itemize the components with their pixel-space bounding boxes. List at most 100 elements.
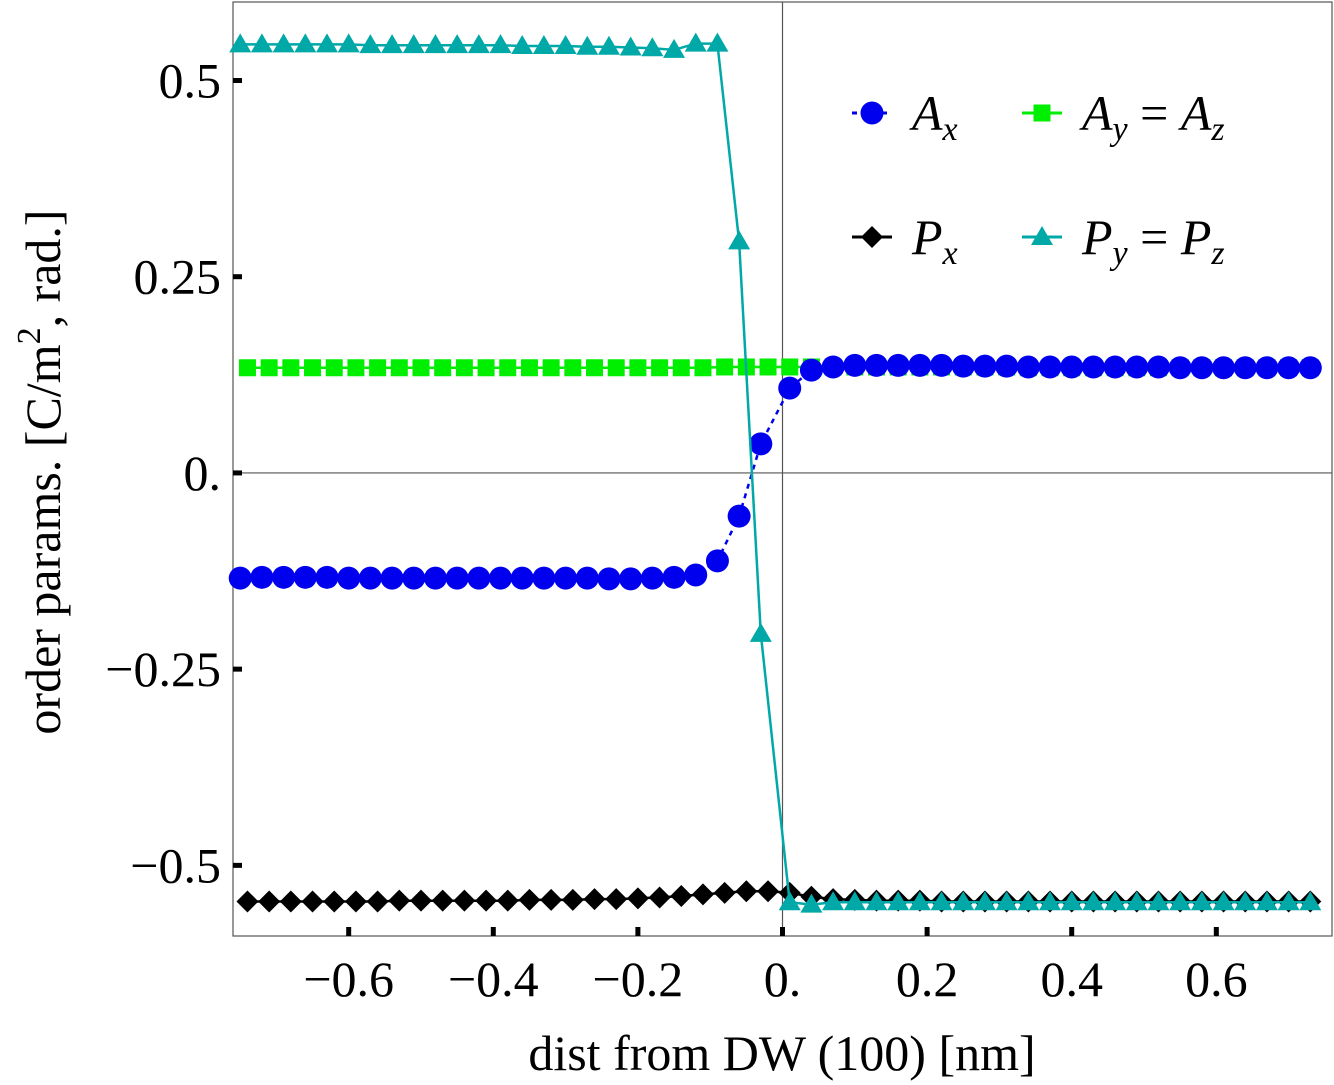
data-point-ay bbox=[455, 359, 473, 377]
data-point-px bbox=[626, 887, 649, 910]
legend-label: Px bbox=[911, 209, 958, 272]
data-point-py bbox=[467, 34, 490, 54]
legend-subscript: x bbox=[942, 235, 958, 272]
data-point-ax bbox=[1168, 356, 1192, 380]
data-point-px bbox=[279, 890, 302, 913]
data-point-ay bbox=[651, 359, 669, 377]
data-point-ax bbox=[1255, 356, 1279, 380]
data-point-px bbox=[344, 890, 367, 913]
data-point-py bbox=[229, 33, 252, 53]
data-point-ax bbox=[1298, 356, 1322, 380]
data-point-ax bbox=[597, 567, 621, 591]
data-point-ay bbox=[716, 358, 734, 376]
data-point-px bbox=[366, 890, 389, 913]
data-point-py bbox=[908, 891, 931, 911]
legend-item-px: Px bbox=[852, 209, 958, 272]
data-point-py bbox=[887, 891, 910, 911]
legend-item-ax: Ax bbox=[852, 85, 958, 148]
data-point-ax bbox=[445, 566, 469, 590]
data-point-ay bbox=[260, 359, 278, 377]
data-point-py bbox=[663, 38, 686, 58]
legend-swatch-marker bbox=[1031, 226, 1053, 245]
data-point-ay bbox=[347, 359, 365, 377]
y-tick-label: −0.25 bbox=[105, 641, 221, 697]
data-point-ax bbox=[821, 355, 845, 379]
data-point-ay bbox=[369, 359, 387, 377]
data-point-ay bbox=[629, 359, 647, 377]
legend-subscript: x bbox=[942, 111, 958, 148]
legend: Ax Ay = Az Px Py = Pz bbox=[852, 85, 1225, 272]
data-point-ay bbox=[282, 359, 300, 377]
data-point-py bbox=[952, 891, 975, 911]
data-point-px bbox=[323, 890, 346, 913]
data-point-px bbox=[236, 890, 259, 913]
data-point-px bbox=[301, 890, 324, 913]
y-tick-label: 0.5 bbox=[159, 52, 222, 108]
data-point-ax bbox=[684, 563, 708, 587]
legend-subscript: y bbox=[1110, 111, 1129, 148]
data-point-ax bbox=[843, 353, 867, 377]
legend-symbol: A bbox=[909, 85, 943, 141]
data-point-py bbox=[511, 34, 534, 54]
legend-subscript: y bbox=[1110, 235, 1129, 272]
data-point-py bbox=[1104, 891, 1127, 911]
data-point-px bbox=[409, 889, 432, 912]
data-point-ax bbox=[749, 432, 773, 456]
x-tick-label: −0.6 bbox=[303, 951, 394, 1007]
data-point-py bbox=[1039, 891, 1062, 911]
data-point-ay bbox=[607, 359, 625, 377]
data-point-ax bbox=[228, 566, 252, 590]
data-point-py bbox=[250, 33, 273, 53]
data-point-ay bbox=[759, 358, 777, 376]
x-tick-label: −0.2 bbox=[593, 951, 684, 1007]
data-point-ay bbox=[238, 359, 256, 377]
data-point-ax bbox=[1212, 356, 1236, 380]
legend-label: Py = Pz bbox=[1081, 209, 1225, 272]
data-point-ax bbox=[727, 504, 751, 528]
data-point-ay bbox=[542, 359, 560, 377]
data-point-py bbox=[641, 37, 664, 57]
data-point-ax bbox=[930, 353, 954, 377]
data-point-ax bbox=[315, 565, 339, 589]
legend-swatch-marker bbox=[861, 226, 883, 248]
data-point-px bbox=[518, 888, 541, 911]
data-point-px bbox=[605, 888, 628, 911]
data-point-py bbox=[1147, 891, 1170, 911]
data-point-py bbox=[843, 891, 866, 911]
data-point-py bbox=[272, 33, 295, 53]
data-point-ax bbox=[554, 566, 578, 590]
data-point-py bbox=[995, 891, 1018, 911]
data-point-ax bbox=[272, 565, 296, 589]
data-point-px bbox=[713, 881, 736, 904]
data-point-ax bbox=[778, 376, 802, 400]
data-point-py bbox=[1125, 891, 1148, 911]
data-point-ax bbox=[250, 565, 274, 589]
series-ax bbox=[228, 353, 1322, 591]
x-tick-label: 0.4 bbox=[1040, 951, 1103, 1007]
data-point-ax bbox=[1016, 355, 1040, 379]
data-point-ax bbox=[293, 565, 317, 589]
x-tick-label: 0.6 bbox=[1185, 951, 1248, 1007]
data-point-py bbox=[619, 36, 642, 56]
legend-swatch-marker bbox=[860, 101, 884, 125]
y-tick-label: −0.5 bbox=[130, 837, 221, 893]
x-tick-label: 0.2 bbox=[896, 951, 959, 1007]
data-point-ay bbox=[520, 359, 538, 377]
data-point-py bbox=[359, 34, 382, 54]
data-point-py bbox=[315, 33, 338, 53]
x-tick-label: −0.4 bbox=[448, 951, 539, 1007]
y-tick-label: 0.25 bbox=[134, 249, 222, 305]
data-point-px bbox=[670, 884, 693, 907]
data-point-ax bbox=[575, 566, 599, 590]
data-point-ax bbox=[886, 353, 910, 377]
data-point-py bbox=[1190, 891, 1213, 911]
legend-label: Ax bbox=[909, 85, 958, 148]
data-point-py bbox=[489, 34, 512, 54]
data-point-px bbox=[648, 886, 671, 909]
data-point-ay bbox=[390, 359, 408, 377]
legend-label: Ay = Az bbox=[1079, 85, 1225, 148]
data-point-px bbox=[735, 880, 758, 903]
data-point-py bbox=[778, 891, 801, 911]
data-point-ax bbox=[1146, 355, 1170, 379]
